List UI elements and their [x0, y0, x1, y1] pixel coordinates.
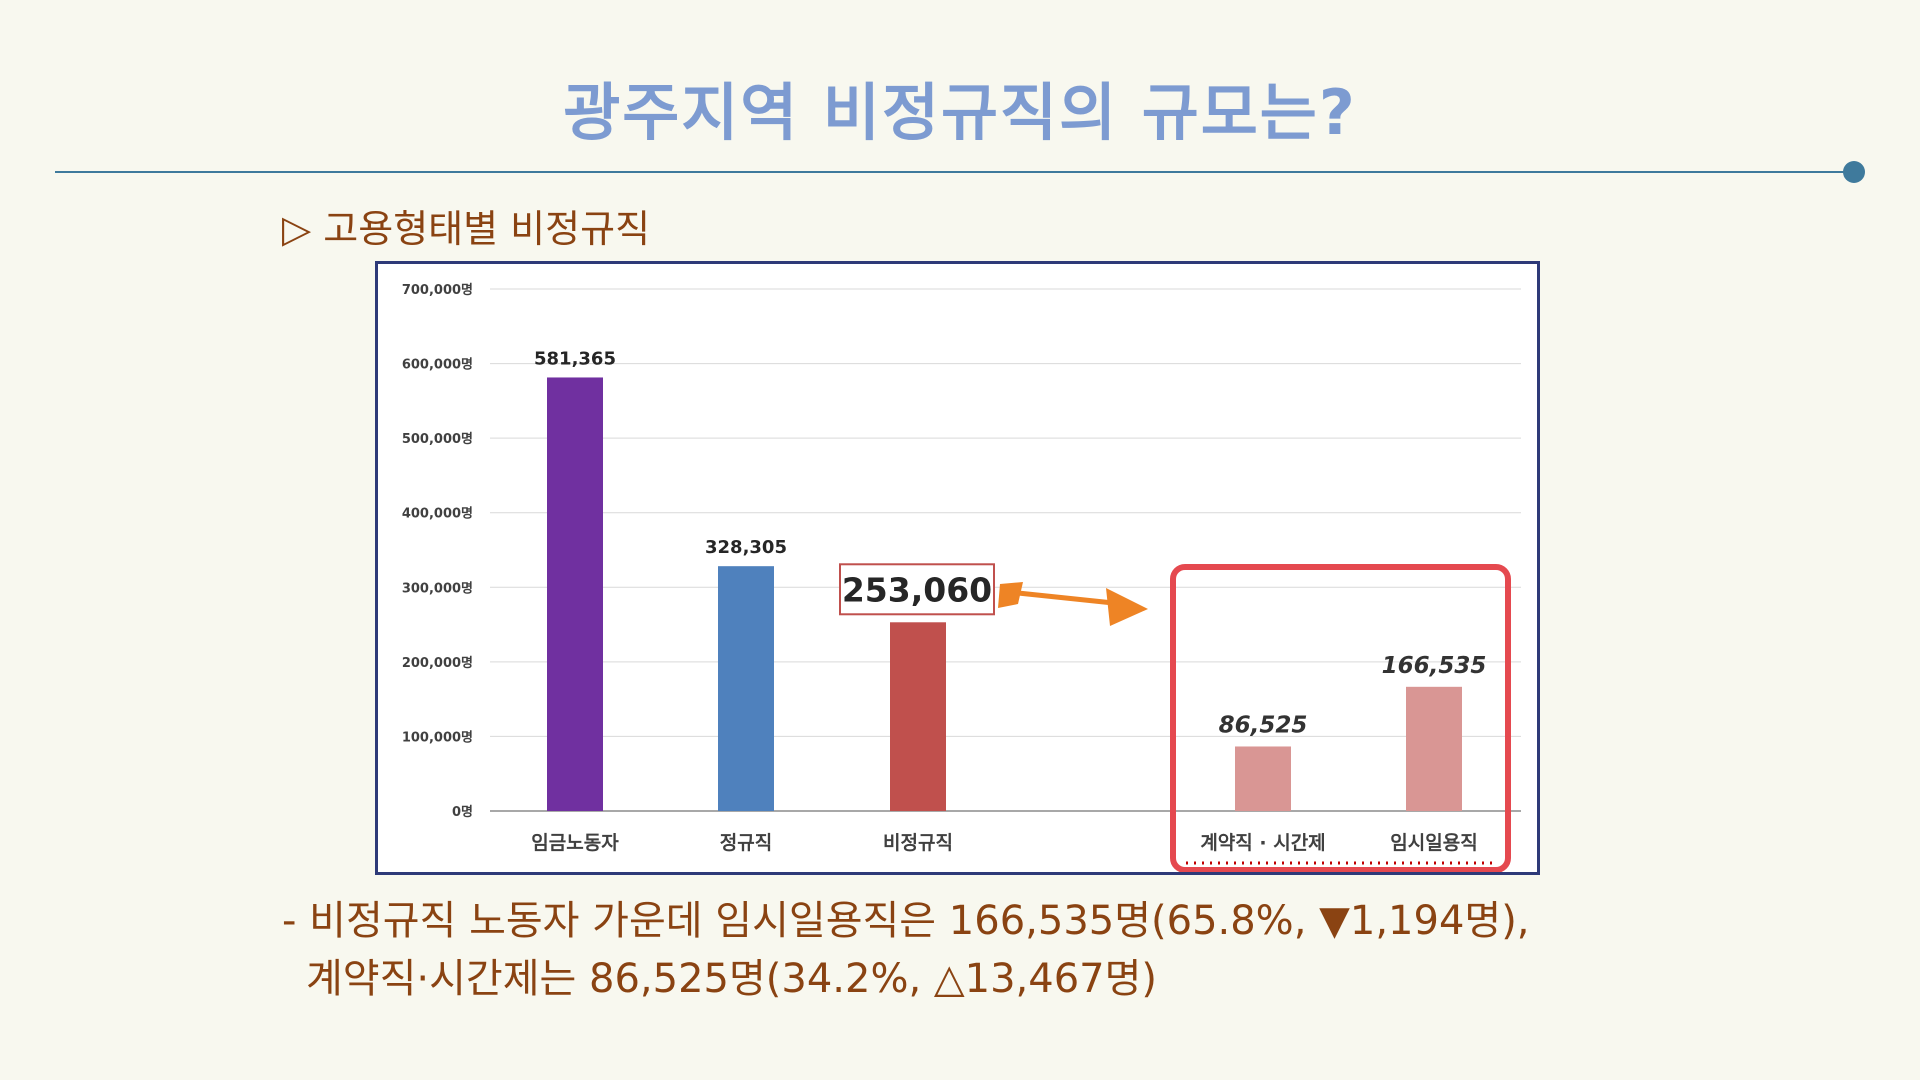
bar [890, 622, 946, 811]
category-label: 임시일용직 [1390, 832, 1477, 854]
y-tick-label: 700,000명 [402, 282, 473, 298]
note-line-2: 계약직·시간제는 86,525명(34.2%, △13,467명) [306, 956, 1158, 1002]
divider-dot [1843, 161, 1865, 183]
arrow-shaft [1017, 590, 1124, 607]
category-label: 임금노동자 [531, 832, 619, 854]
y-tick-label: 300,000명 [402, 580, 473, 596]
highlight-box [1170, 564, 1511, 872]
bar [718, 566, 774, 811]
note-line-1: - 비정규직 노동자 가운데 임시일용직은 166,535명(65.8%, ▼1… [282, 898, 1530, 944]
value-label: 328,305 [705, 537, 787, 558]
value-label: 253,060 [842, 570, 992, 609]
arrow-tail [998, 582, 1023, 608]
value-label-box [839, 563, 995, 616]
y-tick-label: 600,000명 [402, 357, 473, 373]
y-tick-label: 0명 [452, 804, 473, 820]
bar-chart: 0명 100,000명 200,000명 300,000명 400,000명 500,00… [402, 282, 1521, 872]
section-subtitle: ▷ 고용형태별 비정규직 [282, 207, 651, 251]
category-label: 비정규직 [883, 832, 953, 854]
y-tick-label: 500,000명 [402, 431, 473, 447]
value-label: 86,525 [1219, 712, 1308, 738]
page-title: 광주지역 비정규직의 규모는? [563, 76, 1357, 149]
notes: - 비정규직 노동자 가운데 임시일용직은 166,535명(65.8%, ▼1… [282, 892, 1530, 1008]
arrow-head [1106, 588, 1148, 626]
title-divider [55, 171, 1855, 173]
category-label: 계약직 · 시간제 [1200, 832, 1325, 854]
bar [1235, 746, 1291, 811]
y-tick-label: 400,000명 [402, 506, 473, 522]
bar [1406, 686, 1462, 811]
chart-frame: 0명 100,000명 200,000명 300,000명 400,000명 500,00… [375, 261, 1540, 875]
category-label: 정규직 [720, 832, 772, 854]
y-tick-label: 100,000명 [402, 729, 473, 745]
value-label: 581,365 [534, 348, 616, 369]
value-label: 166,535 [1382, 653, 1487, 679]
y-tick-label: 200,000명 [402, 655, 473, 671]
bar [547, 377, 603, 811]
